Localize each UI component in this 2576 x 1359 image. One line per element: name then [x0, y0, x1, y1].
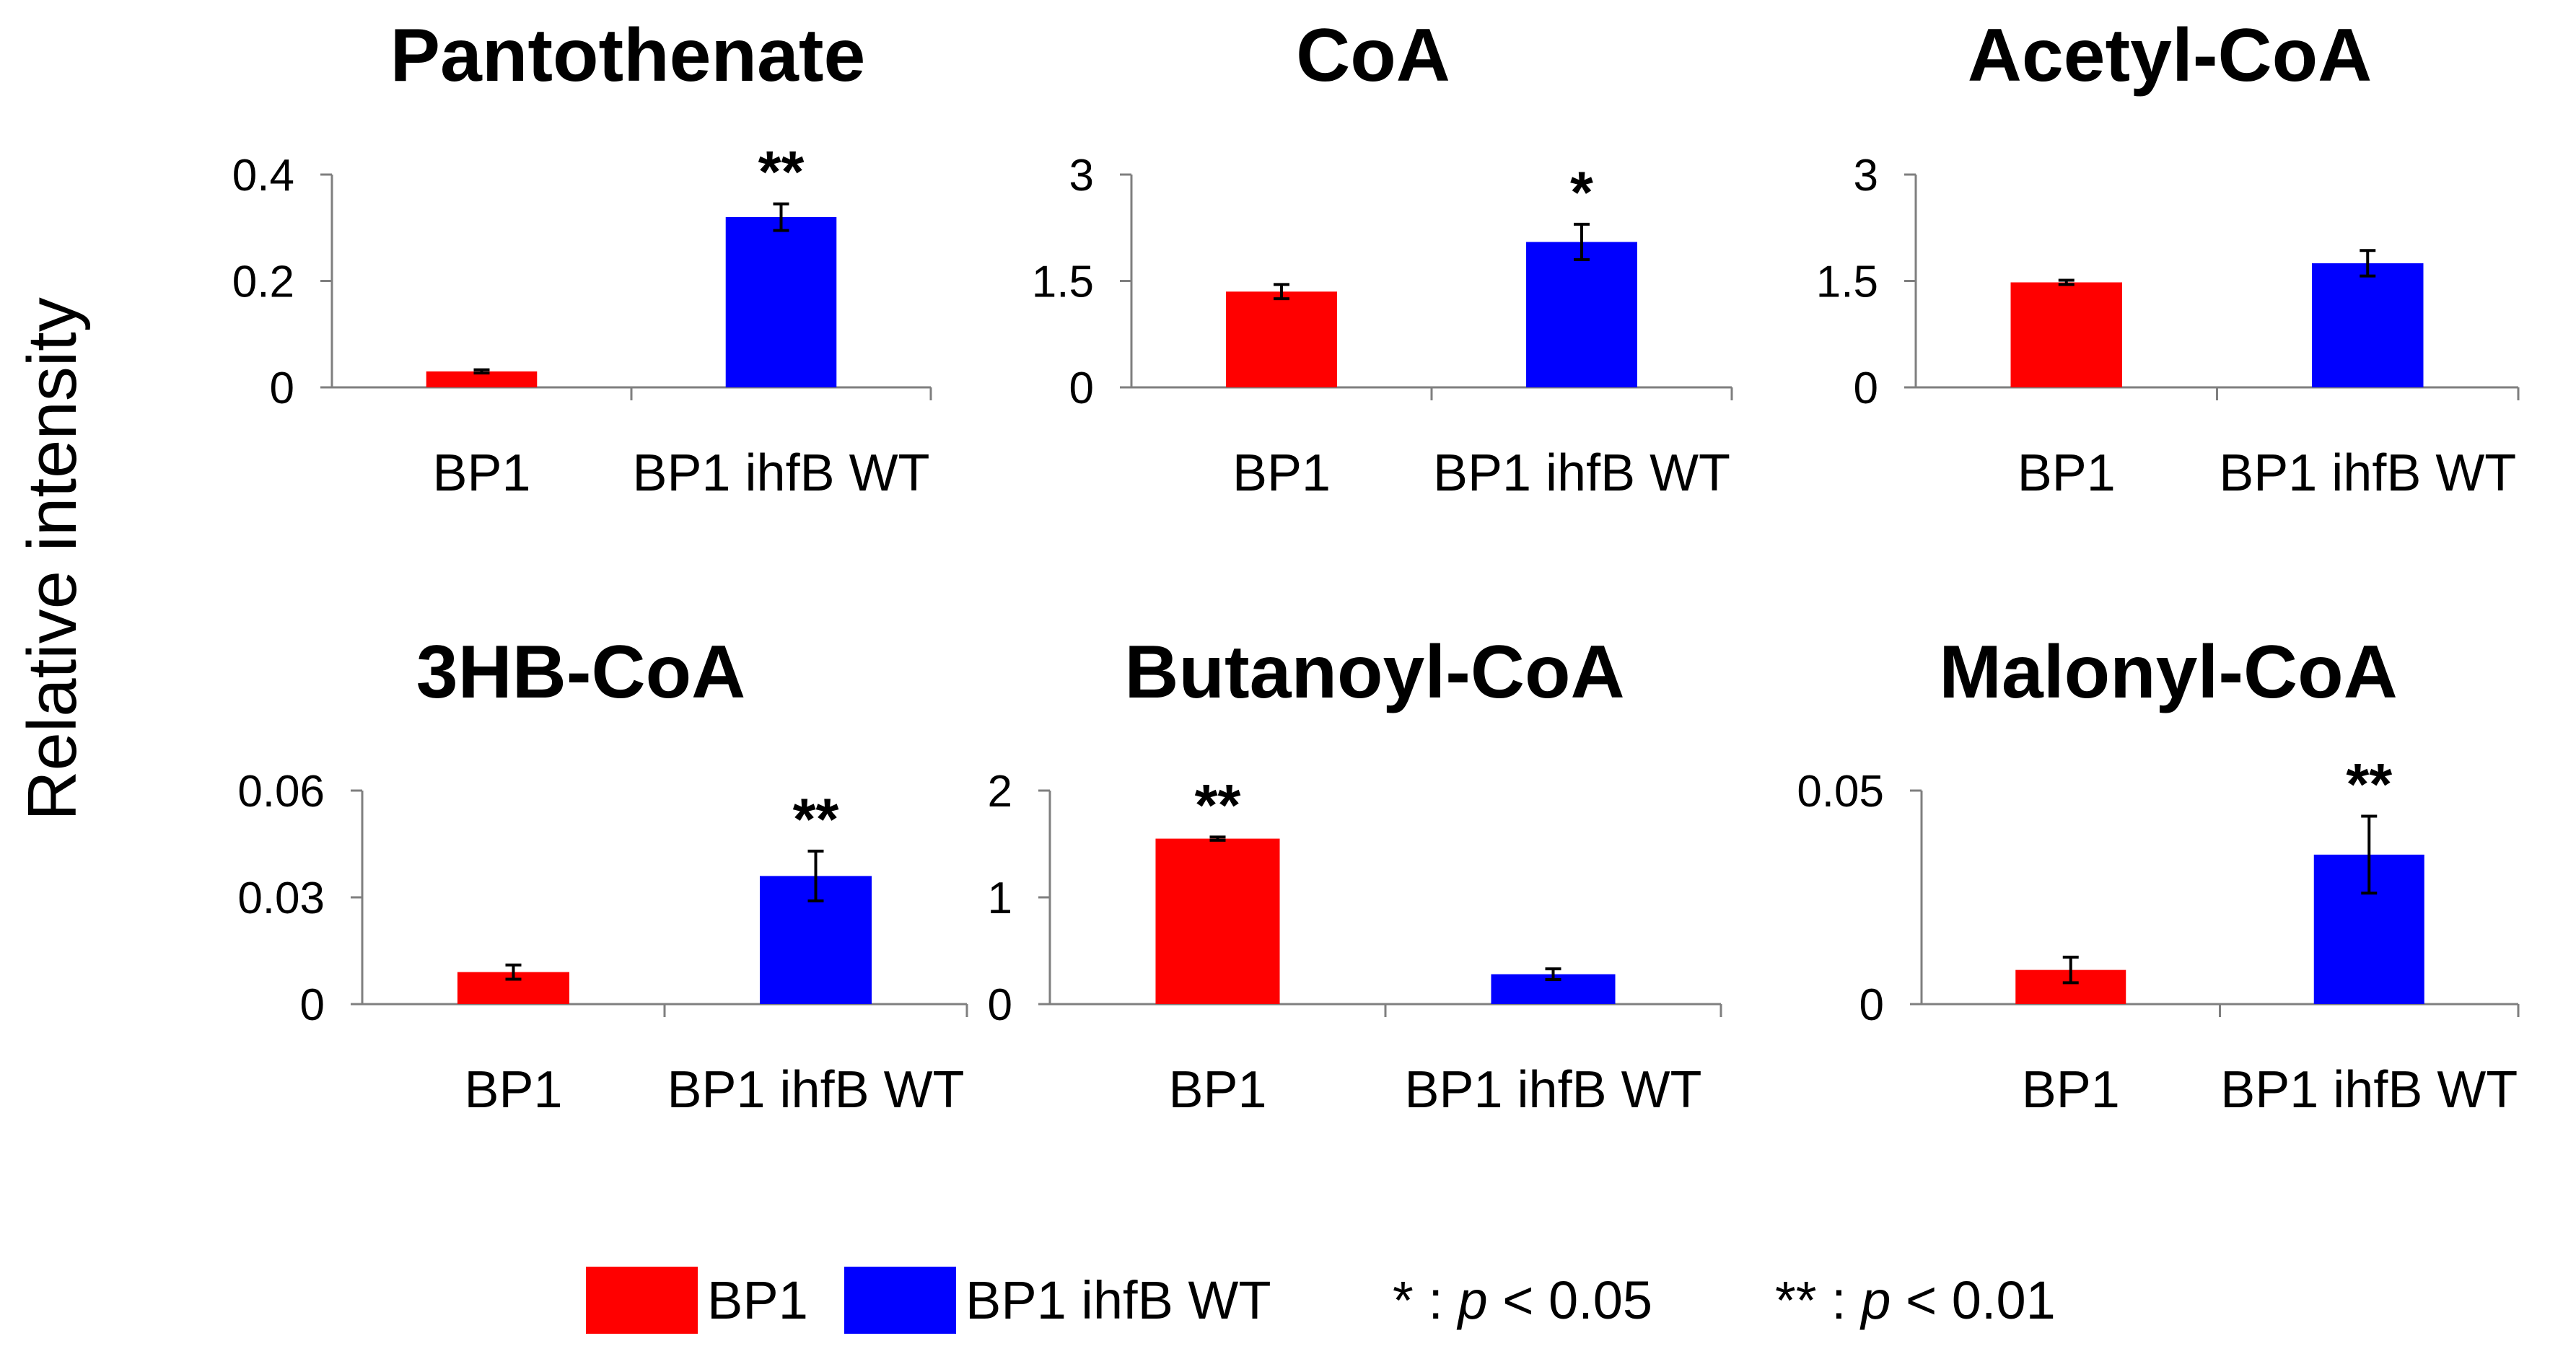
y-tick-label: 3 [1854, 151, 1878, 201]
sig2-suffix: < 0.01 [1891, 1270, 2055, 1330]
panel-coa: CoA 0 1.5 3 BP1 BP1 ihfB WT * [1032, 14, 1733, 502]
bar-bp1 [2010, 282, 2122, 387]
y-tick-label: 0.06 [237, 767, 325, 817]
x-tick-label: BP1 ihfB WT [632, 444, 929, 502]
bar-bp1 [1155, 838, 1280, 1004]
y-axis-label: Relative intensity [14, 297, 91, 821]
x-tick-label: BP1 ihfB WT [2219, 444, 2516, 502]
y-tick-label: 0 [1854, 364, 1878, 413]
y-tick-label: 0 [270, 364, 294, 413]
y-tick-label: 2 [988, 767, 1012, 817]
y-tick-label: 0 [988, 980, 1012, 1030]
x-tick-label: BP1 [432, 444, 530, 502]
significance-marker: ** [793, 787, 839, 853]
sig2-prefix: ** : [1775, 1270, 1861, 1330]
y-tick-label: 0.03 [237, 874, 325, 923]
y-tick-label: 1.5 [1816, 258, 1878, 307]
significance-marker: ** [1195, 773, 1241, 838]
legend-significance-p005: * : p < 0.05 [1393, 1270, 1652, 1330]
panel-butanoyl-coa: Butanoyl-CoA 0 1 2 BP1 ** BP1 ihfB WT [988, 630, 1722, 1119]
bar-bp1-ihfb-wt [1526, 242, 1637, 387]
y-tick-label: 0.4 [232, 151, 294, 201]
y-tick-label: 3 [1069, 151, 1094, 201]
chart-title: 3HB-CoA [416, 630, 745, 714]
chart-title: Acetyl-CoA [1968, 14, 2373, 97]
chart-title: Malonyl-CoA [1939, 630, 2398, 714]
x-tick-label: BP1 [1168, 1061, 1266, 1119]
legend-label-bp1-ihfb-wt: BP1 ihfB WT [965, 1270, 1271, 1330]
x-tick-label: BP1 [464, 1061, 562, 1119]
x-tick-label: BP1 ihfB WT [1404, 1061, 1701, 1119]
panel-pantothenate: Pantothenate 0 0.2 0.4 BP1 BP1 ihfB WT ** [232, 14, 932, 502]
significance-marker: * [1570, 160, 1593, 226]
legend-label-bp1: BP1 [707, 1270, 808, 1330]
bar-bp1 [1226, 291, 1337, 387]
y-tick-label: 0 [300, 980, 325, 1030]
sig1-prefix: * : [1393, 1270, 1458, 1330]
sig1-suffix: < 0.05 [1488, 1270, 1652, 1330]
x-tick-label: BP1 [1232, 444, 1331, 502]
bar-bp1 [426, 371, 538, 387]
x-tick-label: BP1 [2022, 1061, 2120, 1119]
panel-3hb-coa: 3HB-CoA 0 0.03 0.06 BP1 BP1 ihfB WT ** [237, 630, 968, 1119]
y-tick-label: 0 [1069, 364, 1094, 413]
x-tick-label: BP1 [2018, 444, 2116, 502]
sig2-p: p [1859, 1270, 1891, 1330]
chart-title: Butanoyl-CoA [1124, 630, 1624, 714]
panel-malonyl-coa: Malonyl-CoA 0 0.05 BP1 BP1 ihfB WT ** [1797, 630, 2520, 1119]
x-tick-label: BP1 ihfB WT [2220, 1061, 2518, 1119]
x-tick-label: BP1 ihfB WT [1433, 444, 1730, 502]
y-tick-label: 0.05 [1797, 767, 1884, 817]
chart-title: Pantothenate [390, 14, 866, 97]
bar-bp1-ihfb-wt [725, 217, 837, 387]
legend-swatch-bp1 [586, 1267, 698, 1334]
legend-significance-p001: ** : p < 0.01 [1775, 1270, 2056, 1330]
y-tick-label: 0 [1859, 980, 1884, 1030]
bar-bp1-ihfb-wt [2312, 263, 2424, 387]
legend: BP1 BP1 ihfB WT * : p < 0.05 ** : p < 0.… [586, 1267, 2056, 1334]
panel-acetyl-coa: Acetyl-CoA 0 1.5 3 BP1 BP1 ihfB WT [1816, 14, 2520, 502]
significance-marker: ** [758, 140, 805, 206]
sig1-p: p [1456, 1270, 1487, 1330]
y-tick-label: 0.2 [232, 258, 294, 307]
legend-swatch-bp1-ihfb-wt [844, 1267, 956, 1334]
chart-title: CoA [1296, 14, 1450, 97]
significance-marker: ** [2346, 752, 2392, 818]
y-tick-label: 1.5 [1032, 258, 1094, 307]
y-tick-label: 1 [988, 874, 1012, 923]
x-tick-label: BP1 ihfB WT [667, 1061, 964, 1119]
chart-panels: Pantothenate 0 0.2 0.4 BP1 BP1 ihfB WT ** CoA 0 1… [232, 14, 2520, 1119]
